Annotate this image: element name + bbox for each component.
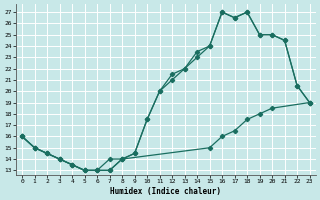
X-axis label: Humidex (Indice chaleur): Humidex (Indice chaleur) bbox=[110, 187, 221, 196]
